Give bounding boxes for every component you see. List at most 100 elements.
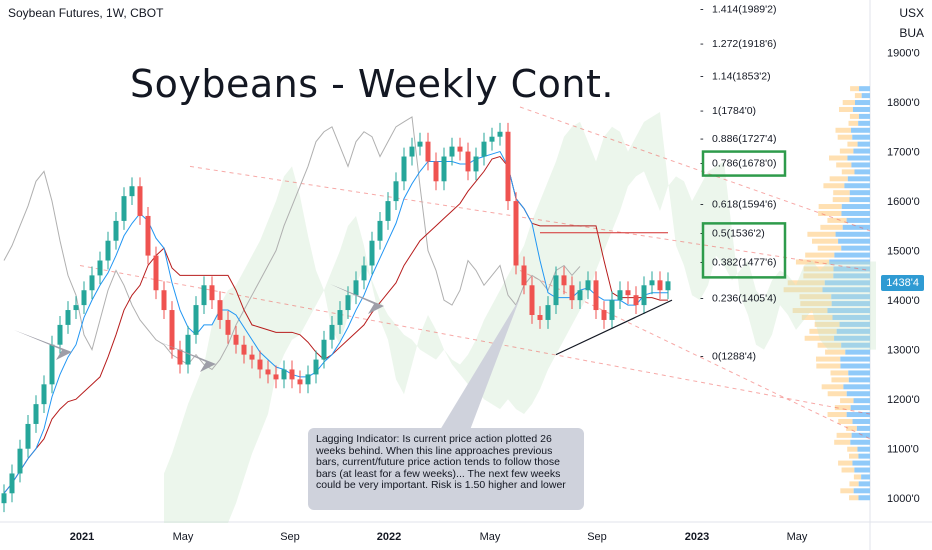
fib-tick: - [700,292,704,304]
volume-profile-bar [849,495,859,501]
candle-body [409,146,415,157]
candle-body [361,265,367,281]
volume-profile-bar [846,217,870,223]
volume-profile-bar [792,308,828,314]
volume-profile-bar [830,370,849,376]
volume-profile-bar [829,176,848,182]
volume-profile-bar [841,169,855,175]
candle-body [185,334,191,365]
candle-body [385,201,391,221]
volume-profile-bar [847,176,870,182]
candle-body [265,369,271,375]
volume-profile-bar [852,106,870,112]
ichimoku-cloud [164,111,876,523]
candle-body [665,281,671,291]
volume-profile-bar [857,141,870,147]
volume-profile-bar [854,100,870,106]
fib-level-label: 0.786(1678'0) [712,157,776,169]
lagging-span-line [3,116,581,371]
volume-profile-bar [818,204,842,210]
candle-body [433,161,439,182]
candle-body [393,181,399,202]
fib-level-label: 0.382(1477'6) [712,257,776,269]
volume-profile-bar [795,259,830,265]
volume-profile-bar [799,294,832,300]
volume-profile-bar [851,127,870,133]
candle-body [153,255,159,291]
candle-body [337,310,343,325]
candle-body [657,280,663,291]
candle-body [273,374,279,380]
volume-profile-bar [812,238,839,244]
volume-profile-bar [838,418,853,424]
volume-profile-bar [817,245,842,251]
candle-body [633,295,639,306]
volume-profile-bar [854,467,870,473]
price-tick-label: 1000'0 [887,493,920,505]
volume-profile-bar [841,467,855,473]
candle-body [489,136,495,142]
volume-profile-bar [801,314,833,320]
candle-body [329,324,335,340]
candle-body [89,275,95,291]
candle-body [209,285,215,301]
candle-body [225,319,231,335]
volume-profile-bar [841,245,870,251]
candle-body [281,369,287,380]
volume-profile-bar [857,446,870,452]
candle-body [641,285,647,306]
volume-profile-bar [846,412,870,418]
volume-profile-bar [809,328,837,334]
volume-profile-bar [832,314,870,320]
volume-profile-bar [827,217,847,223]
volume-profile-bar [848,120,859,126]
volume-profile-bar [851,162,870,168]
fib-level-label: 1.14(1853'2) [712,71,771,83]
time-tick-label: Sep [280,531,300,543]
volume-profile-bar [844,183,870,189]
volume-profile-bar [833,273,870,279]
lagging-indicator-callout[interactable]: Lagging Indicator: Is current price acti… [308,428,584,510]
candle-body [297,379,303,385]
volume-profile-bar [807,231,836,237]
candle-body [553,275,559,306]
fib-level-label: 0.886(1727'4) [712,133,776,145]
volume-profile-bar [853,398,870,404]
volume-profile-bar [838,460,853,466]
volume-profile-bar [835,127,852,133]
time-tick-label: 2023 [685,531,709,543]
volume-profile-bar [843,384,870,390]
volume-profile-bar [834,252,870,258]
time-tick-label: May [787,531,808,543]
candle-body [505,131,511,202]
candle-body [417,141,423,147]
candle-body [401,156,407,182]
volume-profile-bar [845,349,870,355]
volume-profile-bar [858,120,870,126]
volume-profile-bar [831,294,870,300]
volume-profile-bar [817,342,842,348]
volume-profile-bar [858,481,870,487]
candle-body [537,315,543,320]
candle-body [169,310,175,350]
volume-profile-bar [849,453,859,459]
price-tick-label: 1400'0 [887,295,920,307]
candle-body [97,260,103,276]
candle-body [49,344,55,385]
candle-body [73,305,79,311]
volume-profile-bar [833,266,870,272]
base-line [3,155,668,494]
candle-body [545,305,551,320]
fib-level-label: 0(1288'4) [712,350,756,362]
fib-box-786 [701,150,787,177]
candle-body [17,448,23,474]
volume-profile-bar [822,287,870,293]
time-tick-label: 2021 [70,531,94,543]
candle-body [33,404,39,424]
time-tick-label: May [173,531,194,543]
volume-profile-bar [848,370,870,376]
volume-profile-bar [824,280,870,286]
candle-body [249,354,255,360]
candle-body [193,305,199,335]
